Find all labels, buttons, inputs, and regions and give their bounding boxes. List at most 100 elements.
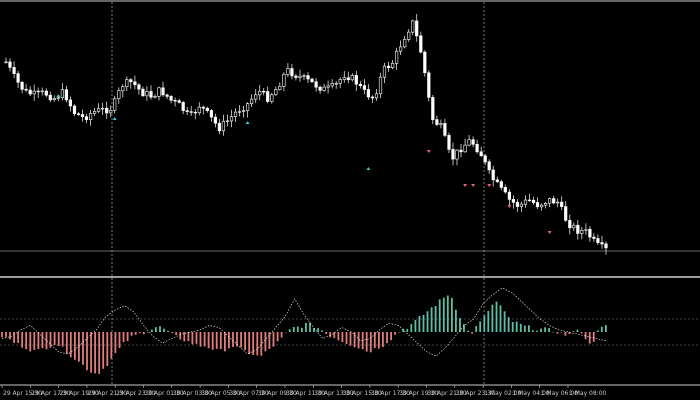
time-tick-label: 29 Apr 15:30 <box>3 390 42 397</box>
candle-body <box>44 90 48 96</box>
osc-histogram-bar <box>592 332 595 342</box>
time-tick-label: 1 May 04:00 <box>512 390 550 397</box>
candle-body <box>423 51 427 73</box>
osc-histogram-bar <box>548 328 550 332</box>
osc-histogram-bar <box>256 332 259 356</box>
osc-histogram-bar <box>305 323 307 332</box>
candle-body <box>487 161 491 171</box>
osc-histogram-bar <box>224 332 226 352</box>
candle-body <box>181 102 185 111</box>
candle-body <box>177 100 181 103</box>
osc-histogram-bar <box>600 326 603 332</box>
candle-body <box>141 88 145 97</box>
candle-body <box>97 108 101 112</box>
osc-histogram-bar <box>544 327 546 332</box>
osc-histogram-bar <box>418 316 421 332</box>
candle-body <box>584 228 588 231</box>
oscillator-layer <box>1 287 607 374</box>
osc-histogram-bar <box>410 324 413 332</box>
osc-histogram-bar <box>268 332 271 349</box>
osc-histogram-bar <box>248 332 251 354</box>
osc-histogram-bar <box>114 332 117 353</box>
osc-histogram-bar <box>33 332 36 350</box>
candle-body <box>346 77 350 81</box>
candle-body <box>229 116 234 122</box>
candle-body <box>161 87 165 96</box>
osc-histogram-bar <box>155 327 157 332</box>
candle-body <box>519 203 523 207</box>
candle-body <box>435 119 439 125</box>
candle-body <box>560 201 564 207</box>
candle-body <box>282 74 286 87</box>
candle-body <box>483 155 487 163</box>
osc-histogram-bar <box>390 332 392 341</box>
candle-body <box>286 68 290 75</box>
osc-histogram-bar <box>90 332 92 373</box>
candle-body <box>302 75 306 77</box>
osc-histogram-bar <box>414 319 417 332</box>
candle-body <box>48 94 52 101</box>
osc-histogram-bar <box>159 326 161 332</box>
candle-body <box>491 169 495 181</box>
candle-body <box>390 62 395 68</box>
osc-histogram-bar <box>183 332 186 342</box>
sell-arrow-icon <box>547 231 552 234</box>
osc-histogram-bar <box>483 315 486 332</box>
osc-histogram-bar <box>171 332 174 334</box>
time-tick-label: 29 Apr 17:30 <box>31 390 70 397</box>
candle-body <box>238 111 242 113</box>
candle-body <box>93 111 97 114</box>
osc-histogram-bar <box>479 321 482 332</box>
osc-histogram-bar <box>341 332 344 342</box>
candle-body <box>600 242 604 245</box>
time-tick-label: 29 Apr 21:30 <box>88 390 127 397</box>
candle-body <box>205 107 209 111</box>
candle-body <box>515 202 519 207</box>
candle-body <box>415 20 419 37</box>
sell-arrow-icon <box>487 184 492 187</box>
osc-histogram-bar <box>102 332 105 369</box>
candle-body <box>382 65 387 78</box>
time-tick-label: 30 Apr 23:30 <box>456 390 495 397</box>
osc-histogram-bar <box>163 328 165 332</box>
osc-histogram-bar <box>382 332 384 347</box>
candle-body <box>326 85 330 88</box>
osc-histogram-bar <box>345 332 348 344</box>
osc-histogram-bar <box>365 332 368 352</box>
osc-histogram-bar <box>288 329 291 332</box>
candle-body <box>330 83 334 87</box>
candle-body <box>121 86 125 92</box>
candle-body <box>338 79 342 84</box>
osc-histogram-bar <box>317 328 319 332</box>
candle-body <box>72 105 77 114</box>
osc-histogram-bar <box>167 330 169 332</box>
osc-histogram-bar <box>540 328 542 332</box>
osc-histogram-bar <box>280 332 283 338</box>
candle-body <box>294 75 298 78</box>
candle-body <box>407 31 411 40</box>
osc-histogram-bar <box>151 329 153 332</box>
candle-body <box>233 111 238 117</box>
candle-body <box>535 202 540 208</box>
osc-histogram-bar <box>29 332 32 352</box>
candle-body <box>133 81 137 86</box>
osc-histogram-bar <box>361 332 364 350</box>
candle-body <box>113 98 117 111</box>
osc-histogram-bar <box>487 311 490 332</box>
candle-body <box>310 78 314 83</box>
candle-body <box>342 77 346 80</box>
osc-histogram-bar <box>309 322 311 332</box>
candle-body <box>137 84 141 90</box>
osc-histogram-bar <box>536 330 538 332</box>
time-tick-label: 1 May 06:00 <box>541 390 579 397</box>
candle-body <box>197 106 201 113</box>
time-tick-label: 30 Apr 11:30 <box>286 390 325 397</box>
osc-histogram-bar <box>523 325 526 332</box>
osc-histogram-bar <box>110 332 113 359</box>
candle-body <box>270 94 274 102</box>
osc-histogram-bar <box>94 332 96 374</box>
candle-body <box>68 99 72 107</box>
candle-body <box>266 91 270 102</box>
candle-body <box>523 199 528 205</box>
